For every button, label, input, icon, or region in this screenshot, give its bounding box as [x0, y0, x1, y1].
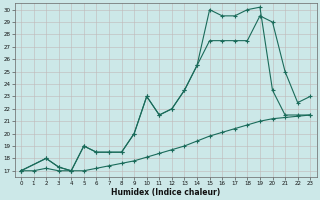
X-axis label: Humidex (Indice chaleur): Humidex (Indice chaleur) [111, 188, 220, 197]
